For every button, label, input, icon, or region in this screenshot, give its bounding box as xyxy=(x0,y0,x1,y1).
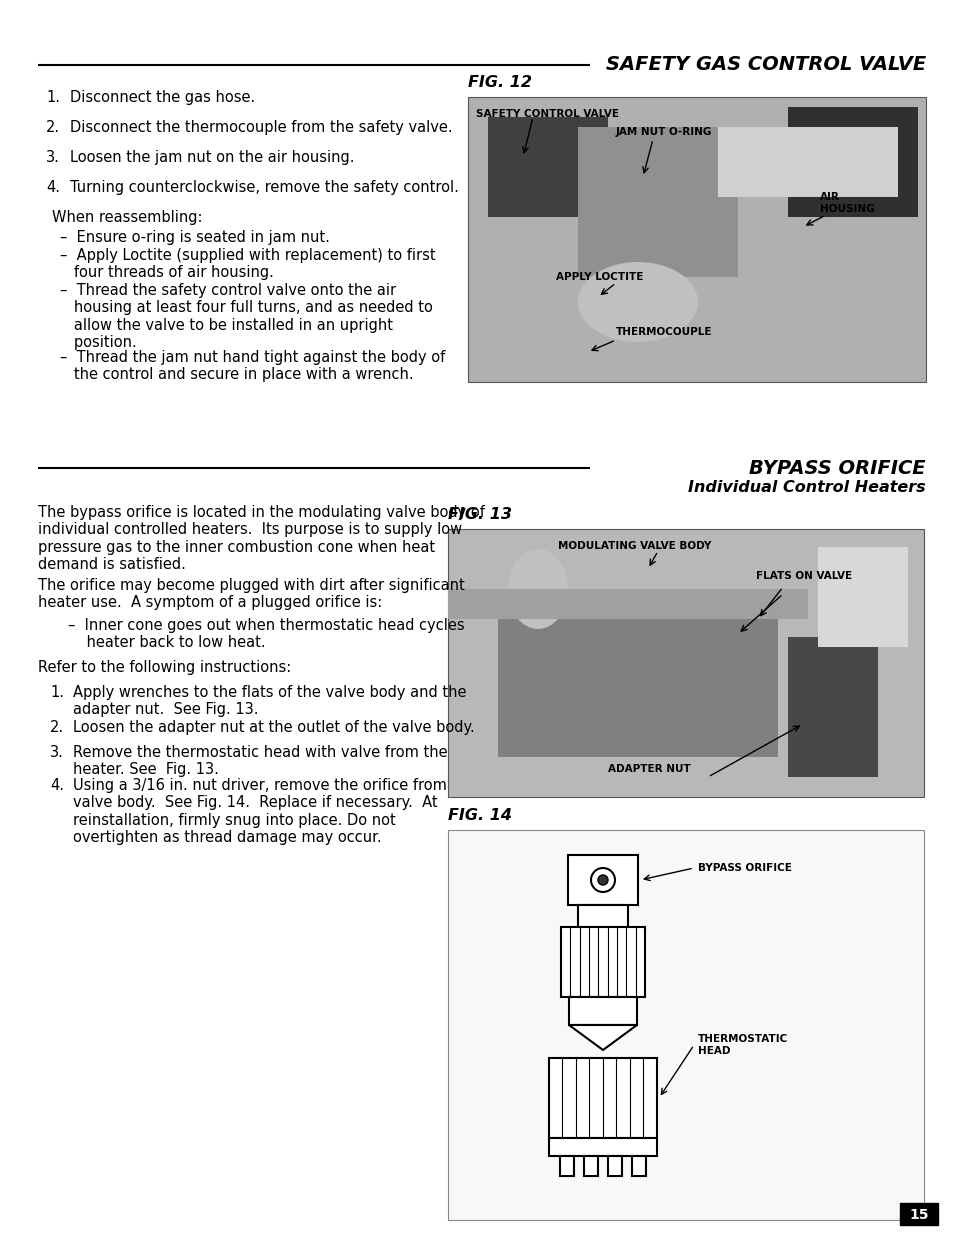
Text: 1.: 1. xyxy=(50,685,64,700)
Circle shape xyxy=(598,876,607,885)
Text: Individual Control Heaters: Individual Control Heaters xyxy=(688,480,925,495)
Text: 3.: 3. xyxy=(50,745,64,760)
Bar xyxy=(497,606,778,757)
Bar xyxy=(560,927,644,997)
Bar xyxy=(559,1156,574,1176)
Text: 4.: 4. xyxy=(50,778,64,793)
Text: The orifice may become plugged with dirt after significant
heater use.  A sympto: The orifice may become plugged with dirt… xyxy=(38,578,464,610)
Text: THERMOCOUPLE: THERMOCOUPLE xyxy=(616,327,712,337)
Text: ADAPTER NUT: ADAPTER NUT xyxy=(607,764,690,774)
Bar xyxy=(548,1137,657,1156)
Bar xyxy=(448,529,923,797)
Bar xyxy=(787,637,877,777)
Text: FIG. 12: FIG. 12 xyxy=(468,75,532,90)
Text: Remove the thermostatic head with valve from the
heater. See  Fig. 13.: Remove the thermostatic head with valve … xyxy=(73,745,447,777)
Text: SAFETY GAS CONTROL VALVE: SAFETY GAS CONTROL VALVE xyxy=(605,56,925,74)
Ellipse shape xyxy=(507,550,567,629)
Bar xyxy=(718,127,897,198)
Bar xyxy=(631,1156,645,1176)
Text: JAM NUT O-RING: JAM NUT O-RING xyxy=(616,127,712,137)
Bar xyxy=(468,98,925,382)
Text: Refer to the following instructions:: Refer to the following instructions: xyxy=(38,659,291,676)
Text: Loosen the jam nut on the air housing.: Loosen the jam nut on the air housing. xyxy=(70,149,355,165)
Bar xyxy=(899,1203,937,1225)
Text: Disconnect the gas hose.: Disconnect the gas hose. xyxy=(70,90,255,105)
Text: AIR
HOUSING: AIR HOUSING xyxy=(820,191,874,214)
Text: 1.: 1. xyxy=(46,90,60,105)
Bar xyxy=(607,1156,621,1176)
Text: THERMOSTATIC
HEAD: THERMOSTATIC HEAD xyxy=(698,1034,787,1056)
Bar xyxy=(583,1156,598,1176)
Text: FIG. 13: FIG. 13 xyxy=(448,508,512,522)
Text: Loosen the adapter nut at the outlet of the valve body.: Loosen the adapter nut at the outlet of … xyxy=(73,720,475,735)
Text: –  Ensure o-ring is seated in jam nut.: – Ensure o-ring is seated in jam nut. xyxy=(60,230,330,245)
Text: BYPASS ORIFICE: BYPASS ORIFICE xyxy=(749,458,925,478)
Text: APPLY LOCTITE: APPLY LOCTITE xyxy=(556,272,642,282)
Bar xyxy=(578,127,738,277)
Text: FIG. 14: FIG. 14 xyxy=(448,808,512,823)
Bar xyxy=(488,117,607,217)
Text: SAFETY CONTROL VALVE: SAFETY CONTROL VALVE xyxy=(476,109,618,119)
Polygon shape xyxy=(568,1025,637,1050)
Bar xyxy=(787,107,917,217)
Text: Apply wrenches to the flats of the valve body and the
adapter nut.  See Fig. 13.: Apply wrenches to the flats of the valve… xyxy=(73,685,466,718)
Text: When reassembling:: When reassembling: xyxy=(52,210,202,225)
Text: 2.: 2. xyxy=(46,120,60,135)
Text: 3.: 3. xyxy=(46,149,60,165)
Circle shape xyxy=(590,868,615,892)
Text: Disconnect the thermocouple from the safety valve.: Disconnect the thermocouple from the saf… xyxy=(70,120,452,135)
Text: Using a 3/16 in. nut driver, remove the orifice from
valve body.  See Fig. 14.  : Using a 3/16 in. nut driver, remove the … xyxy=(73,778,446,845)
Text: BYPASS ORIFICE: BYPASS ORIFICE xyxy=(698,863,791,873)
Ellipse shape xyxy=(578,262,698,342)
Text: –  Inner cone goes out when thermostatic head cycles
    heater back to low heat: – Inner cone goes out when thermostatic … xyxy=(68,618,464,651)
Bar xyxy=(578,905,627,927)
Bar xyxy=(448,830,923,1220)
Bar xyxy=(568,997,637,1025)
Text: FLATS ON VALVE: FLATS ON VALVE xyxy=(755,571,851,580)
Text: –  Thread the safety control valve onto the air
   housing at least four full tu: – Thread the safety control valve onto t… xyxy=(60,283,433,351)
Text: 15: 15 xyxy=(908,1208,928,1221)
Bar xyxy=(548,1058,657,1137)
Text: 4.: 4. xyxy=(46,180,60,195)
Text: MODULATING VALVE BODY: MODULATING VALVE BODY xyxy=(558,541,711,551)
Bar xyxy=(448,589,807,619)
Text: Turning counterclockwise, remove the safety control.: Turning counterclockwise, remove the saf… xyxy=(70,180,458,195)
Bar xyxy=(567,855,638,905)
Text: –  Apply Loctite (supplied with replacement) to first
   four threads of air hou: – Apply Loctite (supplied with replaceme… xyxy=(60,248,436,280)
Text: 2.: 2. xyxy=(50,720,64,735)
Text: –  Thread the jam nut hand tight against the body of
   the control and secure i: – Thread the jam nut hand tight against … xyxy=(60,350,445,383)
Text: The bypass orifice is located in the modulating valve body of
individual control: The bypass orifice is located in the mod… xyxy=(38,505,484,572)
Bar xyxy=(817,547,907,647)
